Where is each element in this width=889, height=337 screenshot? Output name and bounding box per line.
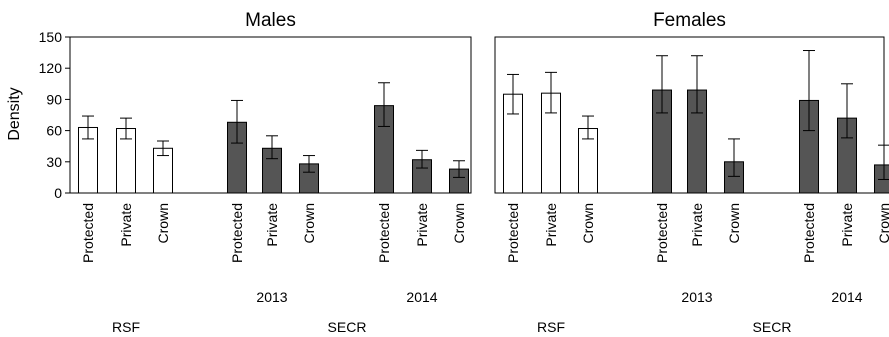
method-label: RSF [112,319,140,335]
y-tick-label: 60 [46,123,62,139]
category-label: Private [414,203,430,247]
category-label: Protected [801,203,817,263]
y-tick-label: 0 [54,185,62,201]
chart-panels: Males 0 30 60 90 120 150 Protected Private Crown P… [39,10,889,335]
year-label: 2013 [256,289,287,305]
bar [874,164,889,194]
y-tick-label: 90 [46,91,62,107]
y-tick-label: 120 [39,60,63,76]
category-label: Crown [876,203,889,243]
category-label: Private [264,203,280,247]
year-label: 2014 [406,289,437,305]
category-label: Private [839,203,855,247]
y-axis-label: Density [6,87,23,140]
category-label: Crown [301,203,317,243]
category-label: Private [689,203,705,247]
category-label: Crown [726,203,742,243]
method-label: SECR [753,319,792,335]
panel-title: Males [245,10,296,31]
panel-title: Females [653,10,726,31]
category-label: Protected [229,203,245,263]
category-label: Private [543,203,559,247]
category-label: Protected [80,203,96,263]
year-label: 2014 [831,289,862,305]
category-label: Private [118,203,134,247]
category-label: Protected [376,203,392,263]
y-tick-label: 150 [39,29,63,45]
category-label: Protected [654,203,670,263]
category-label: Crown [155,203,171,243]
category-label: Crown [580,203,596,243]
method-label: SECR [328,319,367,335]
category-label: Crown [451,203,467,243]
year-label: 2013 [681,289,712,305]
method-label: RSF [537,319,565,335]
category-label: Protected [505,203,521,263]
y-tick-label: 30 [46,154,62,170]
